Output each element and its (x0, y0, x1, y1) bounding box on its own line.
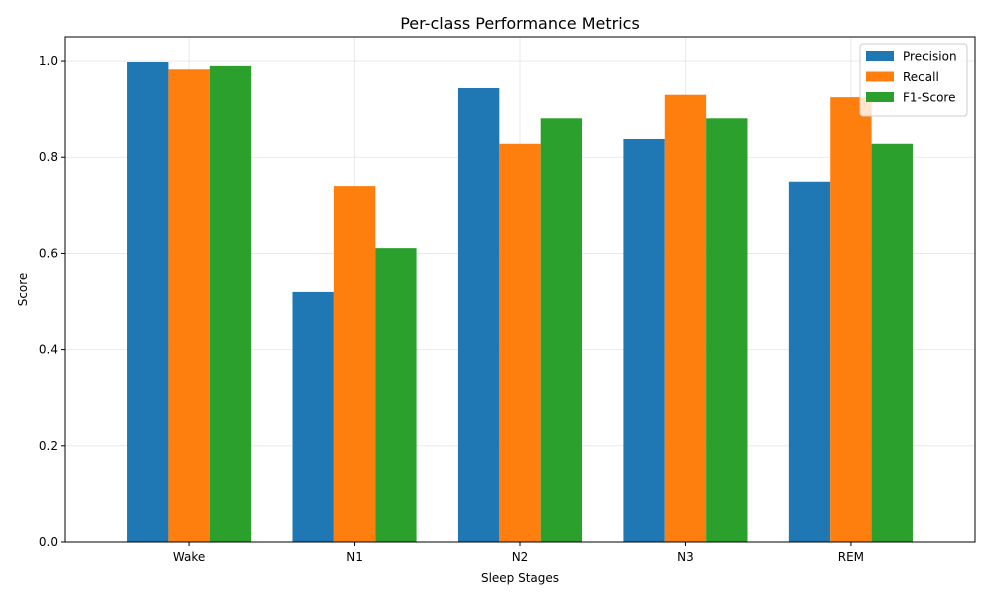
bar-recall-n1 (333, 186, 376, 542)
x-tick-label: N3 (677, 550, 694, 564)
y-tick-label: 0.8 (39, 150, 58, 164)
x-tick-label: Wake (173, 550, 205, 564)
x-tick-label: N2 (512, 550, 529, 564)
bar-precision-n2 (457, 87, 500, 542)
y-tick-label: 0.6 (39, 246, 58, 260)
bar-f1-score-rem (871, 143, 913, 542)
legend-swatch-f1-score (866, 92, 894, 102)
bar-recall-wake (168, 69, 210, 542)
bar-f1-score-n1 (375, 248, 417, 542)
legend-label: Recall (903, 70, 939, 84)
chart-title: Per-class Performance Metrics (400, 14, 640, 33)
bar-f1-score-n3 (706, 118, 748, 543)
y-tick-label: 1.0 (39, 54, 58, 68)
bar-recall-n2 (499, 143, 541, 542)
y-tick-label: 0.2 (39, 439, 58, 453)
bar-precision-n3 (623, 138, 665, 542)
y-tick-label: 0.0 (39, 535, 58, 549)
y-axis-label: Score (16, 273, 30, 307)
bar-precision-wake (127, 62, 169, 543)
bars-layer (127, 62, 913, 543)
legend-swatch-recall (866, 71, 894, 82)
bar-precision-rem (788, 181, 831, 542)
bar-recall-n3 (664, 94, 707, 542)
legend-label: Precision (903, 50, 957, 64)
bar-precision-n1 (292, 291, 334, 542)
x-tick-label: N1 (346, 550, 363, 564)
legend-label: F1-Score (903, 91, 955, 105)
bar-f1-score-n2 (540, 118, 583, 543)
legend-swatch-precision (866, 51, 894, 61)
axis-layer: 0.0 0.2 0.4 0.6 0.8 1.0 Wake N1 N2 N3 REM (39, 54, 864, 564)
bar-recall-rem (830, 97, 872, 542)
x-tick-label: REM (838, 550, 864, 564)
y-tick-label: 0.4 (39, 343, 58, 357)
x-axis-label: Sleep Stages (481, 571, 559, 585)
bar-f1-score-wake (209, 65, 252, 542)
legend: Precision Recall F1-Score (859, 43, 968, 117)
